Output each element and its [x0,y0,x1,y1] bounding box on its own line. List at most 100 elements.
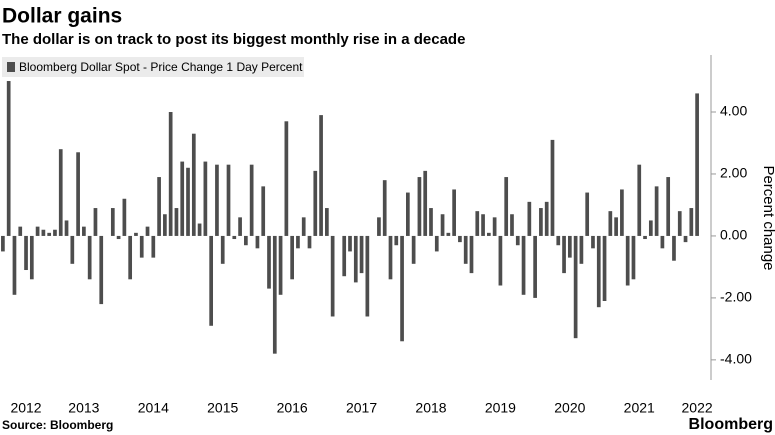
bar [348,235,352,252]
bar [278,235,283,295]
bar [683,235,688,243]
legend-label: Bloomberg Dollar Spot - Price Change 1 D… [19,60,303,74]
y-tick-label: 0.00 [720,227,747,243]
bar [440,214,445,236]
bar [330,235,335,317]
y-tick-label: -2.00 [720,289,752,305]
bar [602,235,607,301]
y-tick-label: 4.00 [720,103,747,119]
bar [319,115,323,236]
bar [261,186,266,236]
bar [365,235,370,317]
brand: Bloomberg [689,416,773,433]
bar [1,235,5,252]
bar [695,93,699,236]
bar [220,235,225,264]
bar [157,177,161,236]
source: Source: Bloomberg [2,418,113,432]
bar [567,235,572,258]
bar [342,235,347,277]
x-tick-label: 2021 [624,400,655,416]
bar [689,208,694,236]
bar [116,235,121,240]
bar [591,235,595,249]
bar [486,232,491,236]
y-axis-label: Percent change [760,165,775,270]
bar [197,223,202,236]
x-tick-label: 2017 [346,400,377,416]
bar [423,170,428,236]
bar [35,226,40,236]
bar [666,177,671,236]
bar [203,161,208,236]
x-tick-label: 2018 [415,400,446,416]
bar [643,235,647,240]
bar [325,208,329,236]
bar [29,235,34,280]
bar [145,226,150,236]
bar [677,211,682,236]
bar [139,235,144,258]
bar [267,235,271,289]
x-tick-label: 2019 [485,400,516,416]
bar [608,211,613,236]
bar [672,235,676,261]
bar [359,235,364,274]
bar [463,235,468,264]
bar [637,164,642,236]
bar [556,235,561,246]
bar [539,208,543,236]
bar [24,235,28,271]
bar [76,152,80,236]
y-tick-label: -4.00 [720,351,752,367]
bar [6,81,11,236]
bar [64,220,69,236]
bar [151,235,156,258]
bar [53,229,57,236]
bar [596,235,601,308]
bar [307,235,312,249]
bar [226,164,231,236]
bar [406,192,410,236]
chart-subtitle: The dollar is on track to post its bigge… [2,31,465,48]
legend-swatch [7,62,15,72]
bar [654,186,659,236]
bar [631,235,636,280]
bar [82,226,86,236]
bar [498,235,503,286]
bar [215,164,219,236]
bar [562,235,566,274]
x-tick-label: 2013 [68,400,99,416]
bar [232,235,237,240]
bar [573,235,578,339]
x-tick-label: 2016 [277,400,308,416]
bar [585,192,590,236]
bar [492,217,497,236]
bar [18,226,23,236]
bar [434,235,439,252]
bar [244,235,248,246]
bar [417,177,422,236]
bar [12,235,17,295]
bar [475,211,480,236]
bar [625,235,630,286]
bar [122,198,127,236]
x-tick-label: 2014 [138,400,169,416]
bar [99,235,104,305]
bar [284,121,289,236]
bar [579,235,584,264]
bar [290,235,294,280]
bar [70,235,75,264]
bar [648,220,653,236]
bar [93,208,98,236]
bar [168,112,173,236]
x-tick-label: 2022 [682,400,713,416]
bar [110,208,115,236]
bar [58,149,63,236]
bar [209,235,214,326]
bar [180,161,185,236]
chart-title: Dollar gains [2,5,122,28]
bar [296,235,300,249]
legend-box [2,57,304,77]
